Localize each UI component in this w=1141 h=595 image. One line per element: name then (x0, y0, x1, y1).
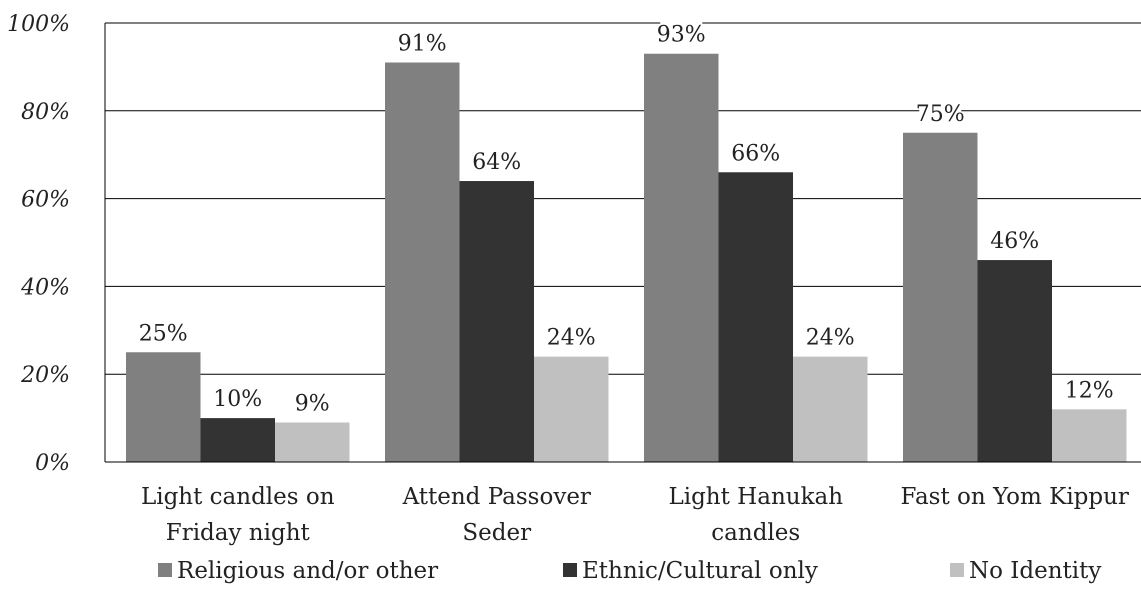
bar (644, 53, 719, 462)
y-tick-label: 20% (20, 363, 70, 388)
bar (718, 172, 793, 462)
data-label-backing (401, 30, 444, 57)
data-label: 91% (398, 32, 447, 57)
data-label: 66% (731, 141, 780, 166)
data-label: 9% (295, 391, 330, 416)
data-label-backing (734, 140, 777, 167)
bars (126, 53, 1127, 463)
bar (200, 418, 275, 462)
bar (385, 62, 460, 462)
data-label-backing (216, 386, 259, 413)
bar (977, 260, 1052, 462)
category-label: Fast on Yom Kippur (901, 484, 1129, 510)
data-label: 93% (657, 23, 706, 48)
data-label-backing (475, 149, 518, 176)
bar (903, 132, 978, 462)
data-label: 10% (213, 387, 262, 412)
category-label: Attend Passover (402, 484, 591, 510)
data-label: 46% (990, 229, 1039, 254)
category-label: Light Hanukah (668, 484, 843, 510)
y-tick-label: 60% (21, 188, 70, 213)
legend-label: Religious and/or other (177, 558, 438, 584)
data-label-backing (660, 21, 703, 48)
bar (793, 356, 868, 462)
y-tick-label: 40% (20, 275, 70, 300)
data-label: 75% (916, 102, 965, 127)
bar (534, 356, 609, 462)
legend-label: Ethnic/Cultural only (582, 558, 818, 584)
category-label: Seder (462, 520, 531, 546)
category-label: Friday night (166, 520, 311, 546)
bar (459, 181, 534, 463)
axes (104, 23, 1141, 463)
legend-label: No Identity (969, 558, 1101, 584)
legend-swatch (950, 563, 964, 577)
legend-swatch (158, 563, 172, 577)
legend-swatch (563, 563, 577, 577)
legend: Religious and/or other Ethnic/Cultural on… (158, 558, 1101, 584)
data-label-backing (919, 100, 962, 127)
bar (1052, 409, 1127, 462)
data-label-backing (550, 324, 593, 351)
data-label-backing (297, 390, 328, 417)
y-tick-label: 100% (7, 12, 70, 37)
data-label-backing (809, 324, 852, 351)
data-label: 12% (1065, 378, 1114, 403)
bar (126, 352, 201, 462)
data-label: 24% (547, 326, 596, 351)
data-label-backing (142, 320, 185, 347)
data-label-backing (1068, 377, 1111, 404)
category-label: Light candles on (141, 484, 335, 510)
y-tick-label: 0% (35, 451, 70, 476)
x-axis-categories: Light candles on Friday night Attend Passo… (141, 484, 1129, 546)
data-label: 25% (139, 321, 188, 346)
category-label: candles (711, 520, 800, 546)
data-label-backing (993, 228, 1036, 255)
bar (275, 422, 350, 462)
y-tick-label: 80% (21, 100, 70, 125)
data-label: 24% (806, 326, 855, 351)
y-axis-ticks: 0% 20% 40% 60% 80% 100% (7, 12, 70, 476)
data-labels: 25% 91% 93% 75% 10% 64% 66% 46% 9% 24% 24% 12% (139, 21, 1114, 417)
data-label: 64% (472, 150, 521, 175)
